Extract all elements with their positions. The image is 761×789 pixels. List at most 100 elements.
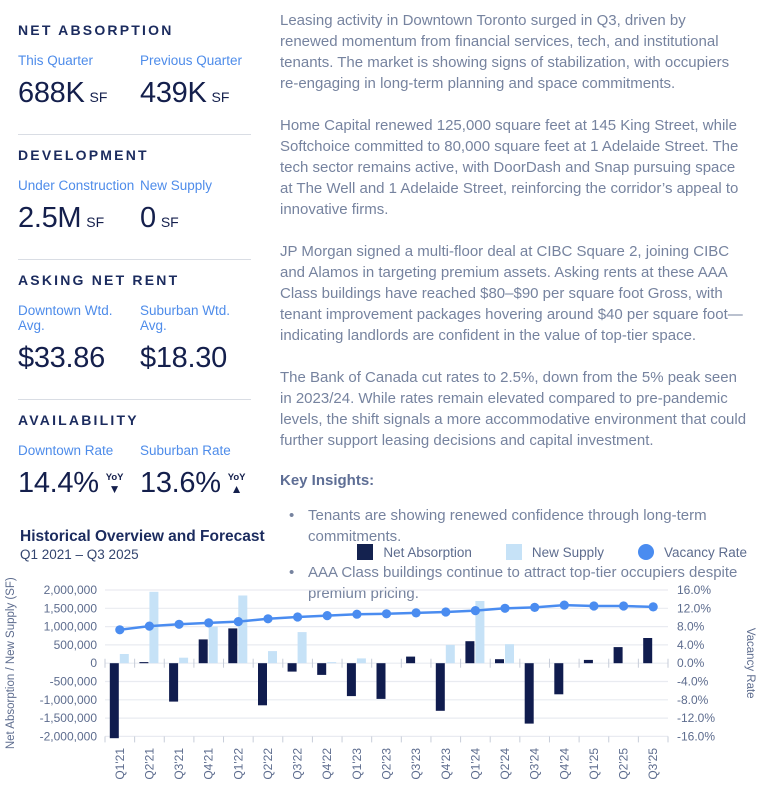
- section-title: ASKING NET RENT: [18, 272, 180, 288]
- svg-text:16.0%: 16.0%: [677, 583, 711, 597]
- net-absorption-swatch: [357, 544, 374, 560]
- chart-header: Historical Overview and Forecast Q1 2021…: [0, 518, 761, 564]
- commentary-paragraph-4: The Bank of Canada cut rates to 2.5%, do…: [280, 369, 747, 449]
- svg-text:Q3'24: Q3'24: [528, 748, 542, 780]
- stat-label: Previous Quarter: [140, 53, 243, 68]
- svg-text:500,000: 500,000: [54, 638, 98, 652]
- legend-item-net-absorption[interactable]: Net Absorption: [357, 544, 472, 560]
- svg-text:Q4'21: Q4'21: [202, 748, 216, 780]
- section-title: NET ABSORPTION: [18, 22, 174, 38]
- svg-text:Q3'22: Q3'22: [291, 748, 305, 780]
- svg-text:12.0%: 12.0%: [677, 601, 711, 615]
- stat-new-supply: New Supply 0 SF: [140, 178, 251, 235]
- yoy-trend-down: YoY ▼: [105, 472, 124, 496]
- commentary-paragraph-1: Leasing activity in Downtown Toronto sur…: [280, 12, 730, 92]
- stat-value: 2.5M: [18, 202, 82, 234]
- key-insights-title: Key Insights:: [280, 472, 375, 489]
- stat-value: $18.30: [140, 342, 227, 374]
- svg-text:Q1'22: Q1'22: [231, 748, 245, 780]
- svg-text:-12.0%: -12.0%: [677, 711, 715, 725]
- stat-value: 688K: [18, 77, 85, 109]
- new-supply-swatch: [505, 544, 522, 560]
- svg-text:Vacancy Rate: Vacancy Rate: [744, 628, 756, 699]
- svg-text:Q1'23: Q1'23: [350, 748, 364, 780]
- svg-text:Q1'21: Q1'21: [113, 748, 127, 780]
- svg-text:-8.0%: -8.0%: [677, 693, 709, 707]
- svg-text:-1,000,000: -1,000,000: [40, 693, 98, 707]
- legend-label: New Supply: [531, 544, 604, 560]
- stat-downtown-wtd-avg: Downtown Wtd. Avg. $33.86: [18, 303, 140, 375]
- svg-text:Q3'21: Q3'21: [172, 748, 186, 780]
- commentary-paragraph-3: JP Morgan signed a multi-floor deal at C…: [280, 243, 743, 344]
- svg-text:0.0%: 0.0%: [677, 656, 705, 670]
- svg-text:Q3'23: Q3'23: [409, 748, 423, 780]
- legend-label: Net Absorption: [383, 544, 472, 560]
- key-insights-list: Tenants are showing renewed confidence t…: [280, 505, 747, 604]
- combo-chart[interactable]: 2,000,000 16.0% 1,500,000 12.0% 1,000,000 8.0…: [0, 570, 761, 789]
- svg-text:Q2'23: Q2'23: [380, 748, 394, 780]
- svg-text:-16.0%: -16.0%: [677, 729, 715, 743]
- svg-text:Q2'21: Q2'21: [142, 748, 156, 780]
- arrow-up-icon: ▲: [230, 482, 243, 496]
- chart-legend: Net Absorption New Supply Vacancy Rate: [357, 544, 747, 564]
- yoy-label: YoY: [227, 472, 246, 483]
- chart-subtitle: Q1 2021 – Q3 2025: [20, 547, 139, 562]
- stat-under-construction: Under Construction 2.5M SF: [18, 178, 140, 235]
- stat-value: $33.86: [18, 342, 105, 374]
- svg-text:8.0%: 8.0%: [677, 620, 705, 634]
- svg-text:Q3'25: Q3'25: [646, 748, 660, 780]
- stat-unit: SF: [89, 89, 108, 105]
- stat-suburban-wtd-avg: Suburban Wtd. Avg. $18.30: [140, 303, 251, 375]
- stat-label: Suburban Rate: [140, 443, 231, 458]
- legend-label: Vacancy Rate: [663, 544, 747, 560]
- stat-value: 14.4%: [18, 467, 99, 499]
- yoy-trend-up: YoY ▲: [227, 472, 246, 496]
- stat-previous-quarter: Previous Quarter 439K SF: [140, 53, 251, 110]
- svg-text:Q4'24: Q4'24: [557, 748, 571, 780]
- svg-text:Q1'25: Q1'25: [587, 748, 601, 780]
- stat-unit: SF: [160, 214, 179, 230]
- svg-text:1,500,000: 1,500,000: [44, 601, 98, 615]
- chart-title: Historical Overview and Forecast: [20, 528, 265, 545]
- svg-text:Q4'23: Q4'23: [439, 748, 453, 780]
- section-title: AVAILABILITY: [18, 412, 139, 428]
- stat-label: Downtown Rate: [18, 443, 114, 458]
- stat-label: New Supply: [140, 178, 213, 193]
- stat-value: 13.6%: [140, 467, 221, 499]
- stat-this-quarter: This Quarter 688K SF: [18, 53, 140, 110]
- market-commentary: Leasing activity in Downtown Toronto sur…: [280, 10, 747, 619]
- chart-title-block: Historical Overview and Forecast Q1 2021…: [20, 527, 265, 564]
- legend-item-new-supply[interactable]: New Supply: [505, 544, 604, 560]
- svg-text:-4.0%: -4.0%: [677, 675, 709, 689]
- stat-unit: SF: [211, 89, 230, 105]
- svg-text:4.0%: 4.0%: [677, 638, 705, 652]
- svg-text:-500,000: -500,000: [50, 675, 98, 689]
- svg-text:0: 0: [90, 656, 97, 670]
- kpi-sidebar: NET ABSORPTION This Quarter 688K SF Prev…: [18, 10, 251, 531]
- kpi-section-development: DEVELOPMENT Under Construction 2.5M SF N…: [18, 135, 251, 260]
- arrow-down-icon: ▼: [108, 482, 121, 496]
- yoy-label: YoY: [105, 472, 124, 483]
- svg-text:Q4'22: Q4'22: [320, 748, 334, 780]
- commentary-paragraph-2: Home Capital renewed 125,000 square feet…: [280, 117, 739, 218]
- stat-downtown-rate: Downtown Rate 14.4% YoY ▼: [18, 443, 140, 507]
- kpi-section-asking-net-rent: ASKING NET RENT Downtown Wtd. Avg. $33.8…: [18, 260, 251, 400]
- stat-value: 439K: [140, 77, 207, 109]
- svg-text:Net Absorption / New Supply (S: Net Absorption / New Supply (SF): [5, 577, 17, 749]
- stat-label: Downtown Wtd. Avg.: [18, 303, 113, 333]
- svg-text:1,000,000: 1,000,000: [44, 620, 98, 634]
- stat-value: 0: [140, 202, 156, 234]
- svg-text:Q1'24: Q1'24: [468, 748, 482, 780]
- stat-label: This Quarter: [18, 53, 94, 68]
- chart-section: Historical Overview and Forecast Q1 2021…: [0, 518, 761, 789]
- stat-unit: SF: [86, 214, 105, 230]
- svg-text:Q2'22: Q2'22: [261, 748, 275, 780]
- kpi-section-availability: AVAILABILITY Downtown Rate 14.4% YoY ▼ S…: [18, 400, 251, 531]
- stat-label: Suburban Wtd. Avg.: [140, 303, 231, 333]
- key-insight-item: Tenants are showing renewed confidence t…: [280, 505, 747, 547]
- svg-text:-1,500,000: -1,500,000: [40, 711, 98, 725]
- svg-text:-2,000,000: -2,000,000: [40, 729, 98, 743]
- svg-text:Q2'25: Q2'25: [617, 748, 631, 780]
- legend-item-vacancy-rate[interactable]: Vacancy Rate: [637, 544, 747, 560]
- svg-text:2,000,000: 2,000,000: [44, 583, 98, 597]
